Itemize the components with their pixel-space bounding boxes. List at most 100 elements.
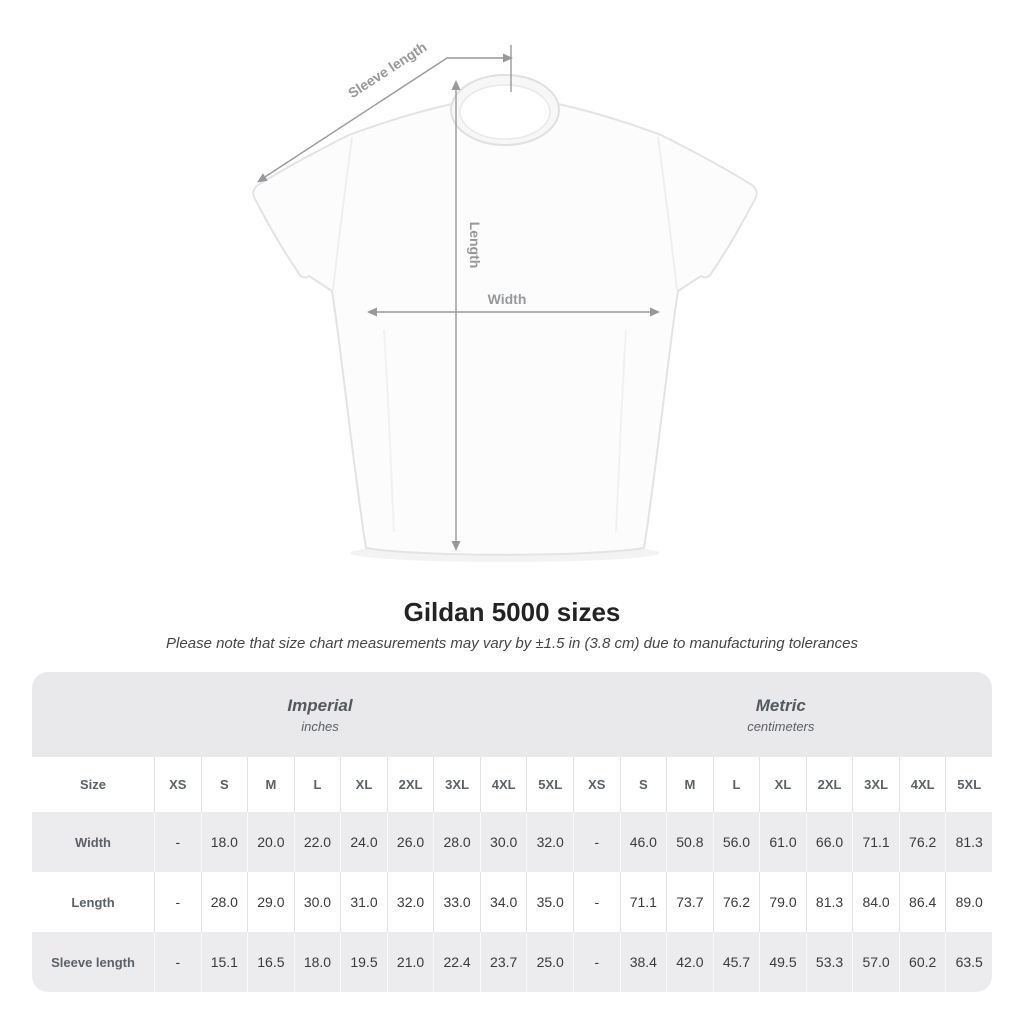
measurement-cell-imperial: 28.0 [200, 872, 248, 932]
right-sleeve-seam [657, 136, 678, 291]
measurement-cell-metric: 50.8 [666, 812, 713, 872]
measurement-cell-imperial: - [154, 812, 201, 872]
metric-unit-header: Metric centimeters [747, 696, 814, 734]
size-column-header-m: M [247, 757, 294, 812]
measurement-cell-imperial: 18.0 [200, 812, 248, 872]
measurement-cell-metric: 42.0 [666, 932, 713, 992]
measurement-cell-metric: 57.0 [852, 932, 899, 992]
length-arrowhead-bottom [451, 541, 461, 551]
measurement-cell-imperial: 34.0 [479, 872, 527, 932]
measurement-cell-metric: 89.0 [945, 872, 992, 932]
size-column-header-2xl: 2XL [805, 757, 853, 812]
width-label: Width [488, 291, 527, 307]
sleeve-arrowhead-cuff [257, 173, 268, 183]
size-column-header-xs: XS [154, 757, 201, 812]
size-column-header-3xl: 3XL [433, 757, 480, 812]
sleeve-length-label: Sleeve length [345, 39, 429, 102]
measurement-cell-metric: 63.5 [945, 932, 992, 992]
size-column-header-s: S [200, 757, 248, 812]
measurement-cell-imperial: 23.7 [479, 932, 527, 992]
size-column-header-l: L [293, 757, 341, 812]
unit-header-band: Imperial inches Metric centimeters [32, 672, 992, 757]
measurement-cell-metric: 38.4 [619, 932, 667, 992]
measurement-cell-metric: 79.0 [759, 872, 806, 932]
metric-label: Metric [755, 695, 806, 715]
measurement-cell-metric: 71.1 [852, 812, 899, 872]
measurement-cell-metric: 56.0 [712, 812, 760, 872]
length-label: Length [467, 222, 483, 269]
row-label-sleeve-length: Sleeve length [32, 932, 154, 992]
measurement-cell-metric: 45.7 [712, 932, 760, 992]
measurement-cell-imperial: 35.0 [526, 872, 573, 932]
measurement-cell-imperial: 20.0 [247, 812, 294, 872]
measurement-cell-imperial: 28.0 [433, 812, 480, 872]
size-column-header-4xl: 4XL [898, 757, 946, 812]
measurement-cell-metric: - [573, 872, 620, 932]
measurement-cell-imperial: 19.5 [340, 932, 387, 992]
tshirt-measurement-diagram: Sleeve length Length Width [252, 39, 758, 562]
size-column-header-xl: XL [340, 757, 387, 812]
width-arrowhead-right [650, 307, 660, 317]
size-column-header-4xl: 4XL [479, 757, 527, 812]
measurement-cell-imperial: 18.0 [293, 932, 341, 992]
imperial-sublabel: inches [301, 718, 339, 734]
row-label-length: Length [32, 872, 154, 932]
imperial-unit-header: Imperial inches [287, 696, 352, 734]
measurement-cell-imperial: 33.0 [433, 872, 480, 932]
page-title: Gildan 5000 sizes [403, 597, 621, 627]
row-label-width: Width [32, 812, 154, 872]
measurement-cell-metric: 73.7 [666, 872, 713, 932]
measurement-cell-imperial: - [154, 932, 201, 992]
measurement-cell-imperial: 16.5 [247, 932, 294, 992]
measurement-cell-metric: 60.2 [898, 932, 946, 992]
size-column-header-3xl: 3XL [852, 757, 899, 812]
measurement-cell-imperial: 32.0 [386, 872, 434, 932]
size-column-header-2xl: 2XL [386, 757, 434, 812]
measurement-cell-metric: 76.2 [898, 812, 946, 872]
measurement-cell-imperial: 29.0 [247, 872, 294, 932]
measurement-cell-metric: 86.4 [898, 872, 946, 932]
body-wrinkle-left [383, 329, 395, 533]
measurement-cell-imperial: 25.0 [526, 932, 573, 992]
measurement-cell-metric: 49.5 [759, 932, 806, 992]
size-column-header-l: L [712, 757, 760, 812]
measurement-cell-metric: 84.0 [852, 872, 899, 932]
sleeve-arrowhead-neck [503, 53, 513, 63]
size-column-header-s: S [619, 757, 667, 812]
body-wrinkle-right [615, 329, 627, 533]
size-column-header-m: M [666, 757, 713, 812]
size-chart-table: Imperial inches Metric centimeters Size X… [32, 672, 992, 992]
size-column-header-5xl: 5XL [526, 757, 573, 812]
measurement-cell-metric: 46.0 [619, 812, 667, 872]
measurement-cell-metric: - [573, 932, 620, 992]
measurement-cell-imperial: 30.0 [479, 812, 527, 872]
measurement-cell-imperial: 31.0 [340, 872, 387, 932]
measurement-cell-metric: 71.1 [619, 872, 667, 932]
collar-inner [459, 84, 551, 140]
imperial-label: Imperial [287, 695, 353, 715]
left-sleeve-seam [332, 136, 353, 291]
tshirt-outline [252, 103, 758, 556]
width-arrowhead-left [367, 307, 377, 317]
measurement-cell-imperial: 32.0 [526, 812, 573, 872]
size-column-header-xs: XS [573, 757, 620, 812]
measurement-cell-imperial: 26.0 [386, 812, 434, 872]
measurement-cell-metric: 66.0 [805, 812, 853, 872]
measurement-cell-imperial: 15.1 [200, 932, 248, 992]
measurement-cell-metric: 81.3 [805, 872, 853, 932]
length-arrowhead-top [451, 80, 461, 90]
measurement-cell-imperial: 30.0 [293, 872, 341, 932]
size-grid: Size XS S M L XL 2XL 3XL 4XL 5XL XS S M L XL 2XL 3XL 4XL 5… [32, 757, 992, 992]
measurement-cell-imperial: 24.0 [340, 812, 387, 872]
metric-sublabel: centimeters [747, 718, 815, 734]
measurement-cell-metric: 53.3 [805, 932, 853, 992]
measurement-cell-metric: - [573, 812, 620, 872]
measurement-cell-imperial: 21.0 [386, 932, 434, 992]
measurement-cell-metric: 61.0 [759, 812, 806, 872]
measurement-cell-imperial: - [154, 872, 201, 932]
measurement-cell-imperial: 22.4 [433, 932, 480, 992]
sleeve-length-arrow [260, 57, 504, 181]
tolerance-note: Please note that size chart measurements… [166, 635, 858, 652]
size-column-header-5xl: 5XL [945, 757, 992, 812]
